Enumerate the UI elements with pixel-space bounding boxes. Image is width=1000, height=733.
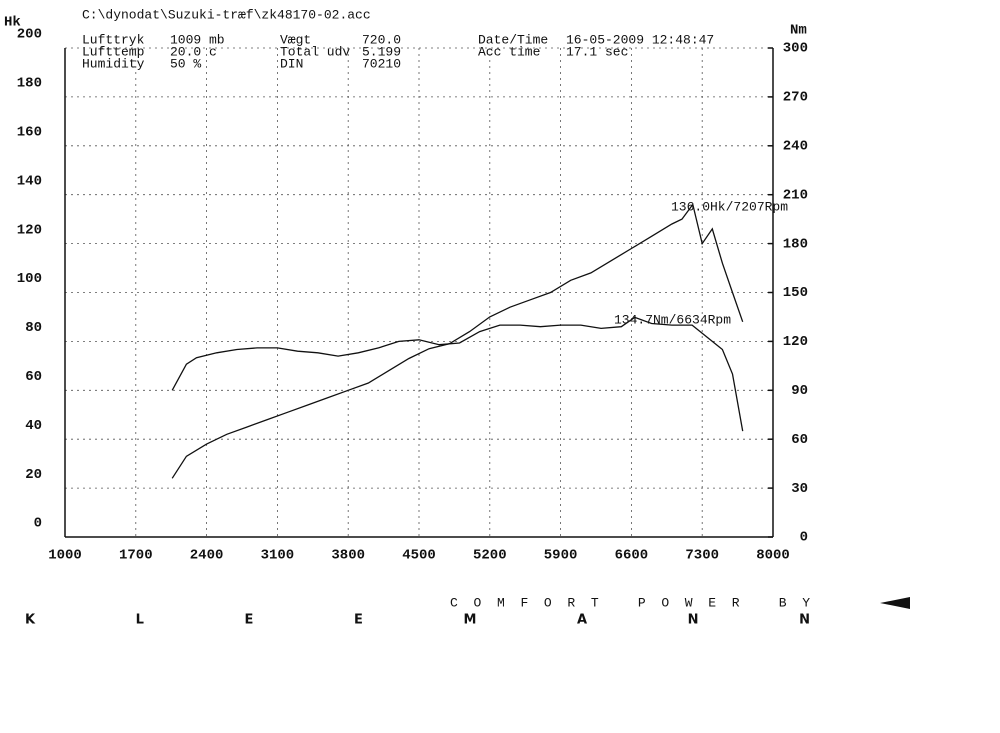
y2-tick-label: 120 (783, 334, 808, 350)
y2-tick-label: 0 (800, 530, 808, 546)
info-label: Lufttryk (82, 32, 145, 47)
y-tick-label: 140 (17, 173, 42, 189)
info-label: Acc time (478, 44, 540, 59)
info-value: 16-05-2009 12:48:47 (566, 32, 714, 47)
x-tick-label: 4500 (402, 548, 436, 564)
x-tick-label: 3800 (331, 548, 365, 564)
x-tick-label: 1700 (119, 548, 153, 564)
x-tick-label: 8000 (756, 548, 790, 564)
info-label: Humidity (82, 56, 145, 71)
y-axis-label: Hk (4, 15, 21, 31)
file-path: C:\dynodat\Suzuki-træf\zk48170-02.acc (82, 7, 371, 22)
y2-tick-label: 30 (791, 481, 808, 497)
info-value: 20.0 c (170, 44, 217, 59)
x-tick-label: 2400 (190, 548, 224, 564)
x-tick-label: 5200 (473, 548, 507, 564)
y-tick-label: 80 (25, 320, 42, 336)
annotation: 136.0Hk/7207Rpm (671, 199, 788, 214)
info-label: Total udv (280, 44, 350, 59)
y2-tick-label: 90 (791, 383, 808, 399)
y2-tick-label: 60 (791, 432, 808, 448)
y-tick-label: 0 (34, 516, 42, 532)
x-tick-label: 3100 (261, 548, 295, 564)
y2-tick-label: 270 (783, 90, 808, 106)
y2-tick-label: 150 (783, 285, 808, 301)
x-tick-label: 5900 (544, 548, 578, 564)
y2-tick-label: 300 (783, 41, 808, 57)
y-tick-label: 100 (17, 271, 42, 287)
y-tick-label: 120 (17, 222, 42, 238)
x-tick-label: 6600 (615, 548, 649, 564)
x-tick-label: 7300 (685, 548, 719, 564)
y2-tick-label: 180 (783, 236, 808, 252)
info-label: Lufttemp (82, 44, 144, 59)
info-value: 17.1 sec (566, 44, 628, 59)
y2-axis-label: Nm (790, 23, 807, 39)
info-value: 720.0 (362, 32, 401, 47)
y-tick-label: 200 (17, 27, 42, 43)
info-value: 50 % (170, 56, 201, 71)
info-label: Vægt (280, 32, 311, 47)
y-tick-label: 180 (17, 76, 42, 92)
y2-tick-label: 210 (783, 187, 808, 203)
info-value: 70210 (362, 56, 401, 71)
y-tick-label: 40 (25, 418, 42, 434)
logo-arrow (880, 597, 910, 609)
info-label: DIN (280, 56, 303, 71)
y-tick-label: 160 (17, 125, 42, 141)
tagline: COMFORT POWER BY (450, 595, 810, 610)
info-label: Date/Time (478, 32, 548, 47)
curve (171, 316, 744, 432)
annotation: 134.7Nm/6634Rpm (614, 312, 731, 327)
info-value: 1009 mb (170, 32, 225, 47)
y2-tick-label: 240 (783, 139, 808, 155)
brand: KLEEMANN (25, 613, 810, 628)
x-tick-label: 1000 (48, 548, 82, 564)
y-tick-label: 20 (25, 467, 42, 483)
y-tick-label: 60 (25, 369, 42, 385)
curve (171, 202, 744, 479)
